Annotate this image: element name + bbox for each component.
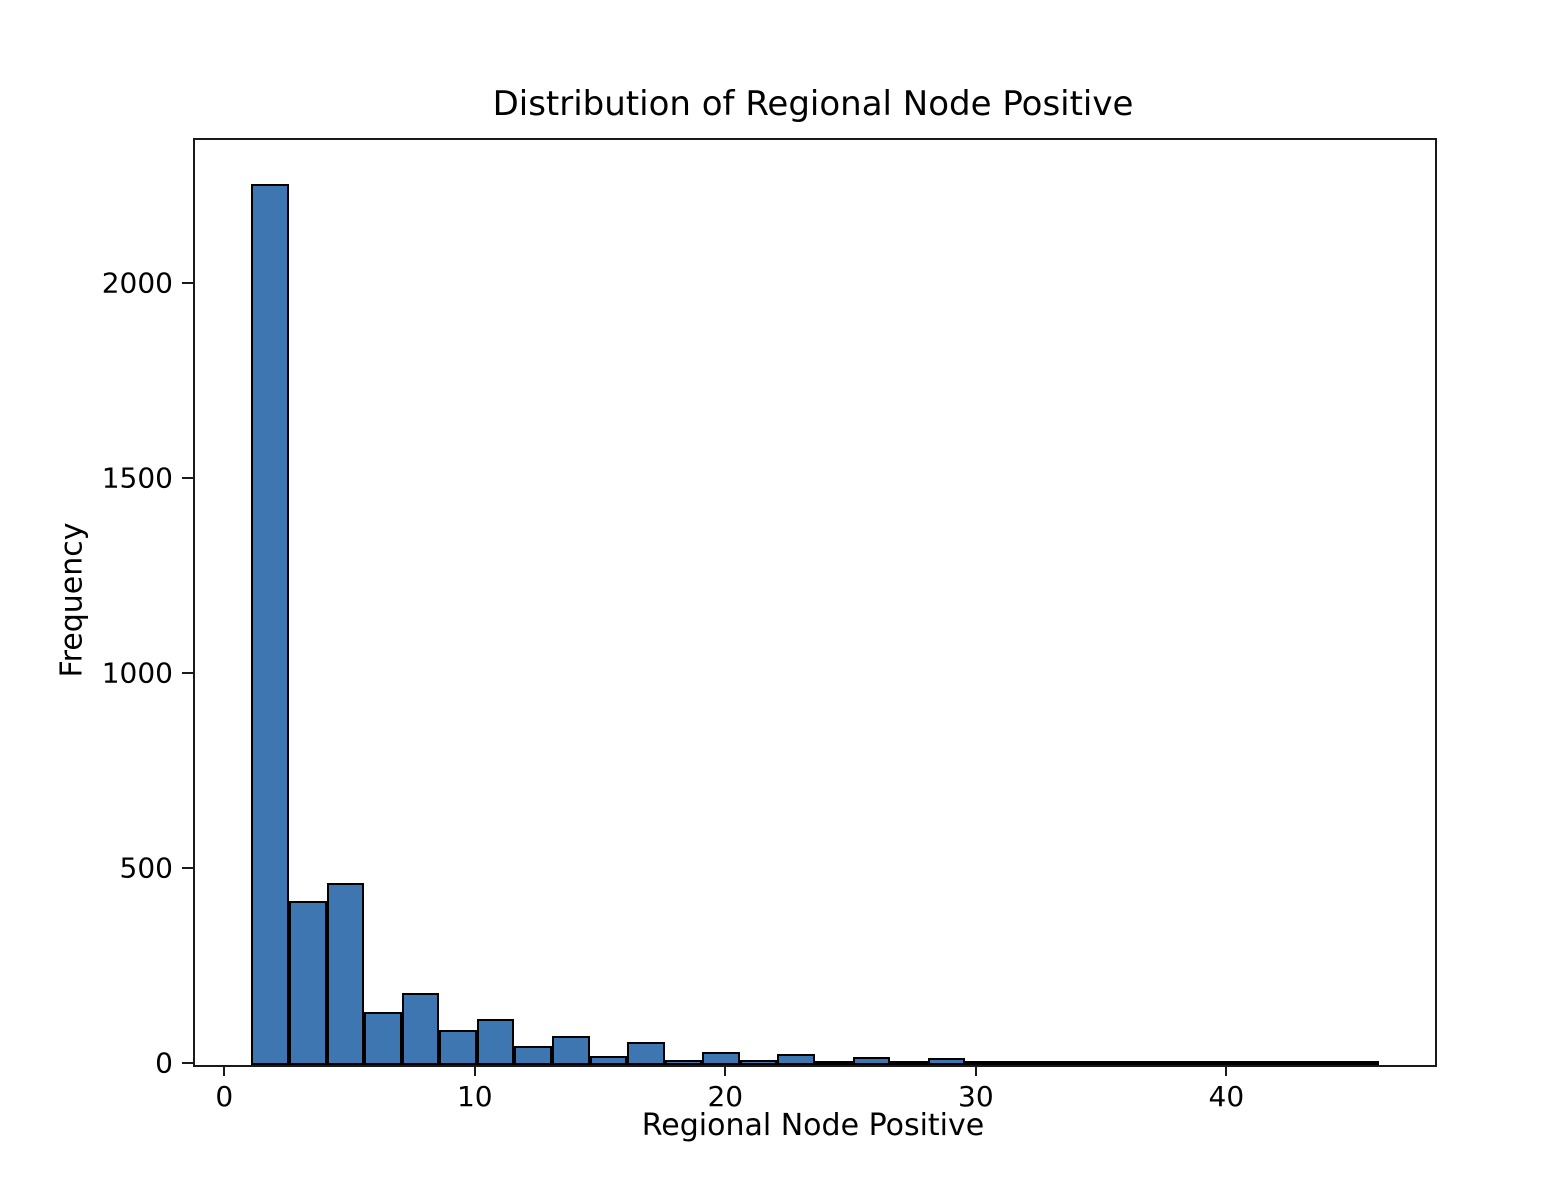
histogram-bar — [288, 901, 327, 1065]
histogram-bar — [589, 1056, 628, 1065]
histogram-bar — [1190, 1061, 1229, 1065]
x-tick-label: 10 — [456, 1080, 493, 1113]
histogram-bar — [1303, 1061, 1342, 1065]
histogram-bar — [1341, 1061, 1379, 1065]
y-tick-mark — [182, 672, 193, 675]
y-tick-label: 2000 — [101, 266, 173, 300]
histogram-bar — [514, 1045, 552, 1065]
histogram-bar — [1153, 1061, 1191, 1065]
y-tick-label: 500 — [119, 851, 173, 885]
x-tick-mark — [223, 1065, 226, 1076]
histogram-bar — [739, 1060, 778, 1065]
x-tick-mark — [974, 1065, 977, 1076]
histogram-bar — [627, 1041, 665, 1065]
y-tick-label: 0 — [155, 1046, 173, 1080]
histogram-bar — [401, 992, 440, 1065]
x-tick-mark — [724, 1065, 727, 1076]
histogram-bar — [1078, 1061, 1116, 1065]
histogram-bar — [1228, 1061, 1266, 1065]
y-tick-label: 1000 — [101, 656, 173, 690]
histogram-bar — [852, 1057, 891, 1065]
x-axis-label: Regional Node Positive — [641, 1108, 985, 1143]
y-tick-mark — [182, 477, 193, 480]
histogram-bar — [927, 1057, 966, 1065]
histogram-bar — [965, 1061, 1003, 1065]
y-axis-label: Frequency — [54, 522, 90, 678]
x-tick-mark — [1225, 1065, 1228, 1076]
histogram-bar — [702, 1052, 740, 1065]
histogram-bar — [890, 1061, 928, 1065]
chart-title: Distribution of Regional Node Positive — [492, 84, 1134, 124]
y-tick-mark — [182, 282, 193, 285]
histogram-bar — [1115, 1061, 1154, 1065]
histogram-bar — [551, 1036, 590, 1065]
histogram-bar — [664, 1059, 703, 1065]
histogram-bar — [1265, 1061, 1304, 1065]
histogram-bar — [326, 882, 365, 1065]
histogram-bar — [439, 1029, 477, 1065]
histogram-bar — [251, 184, 289, 1065]
plot-area — [193, 138, 1437, 1067]
histogram-bar — [815, 1061, 853, 1065]
histogram-bar — [1002, 1061, 1041, 1065]
x-tick-label: 30 — [958, 1080, 994, 1113]
x-tick-mark — [473, 1065, 476, 1076]
histogram-bar — [476, 1019, 515, 1065]
histogram-bar — [364, 1011, 402, 1065]
y-tick-label: 1500 — [101, 461, 173, 495]
x-tick-label: 20 — [707, 1080, 744, 1113]
y-tick-mark — [182, 1062, 193, 1064]
x-tick-label: 40 — [1208, 1080, 1245, 1113]
histogram-bar — [1040, 1061, 1079, 1065]
bars-container — [195, 140, 1435, 1065]
histogram-bar — [777, 1054, 815, 1065]
x-tick-label: 0 — [215, 1080, 234, 1113]
y-tick-mark — [182, 867, 193, 870]
